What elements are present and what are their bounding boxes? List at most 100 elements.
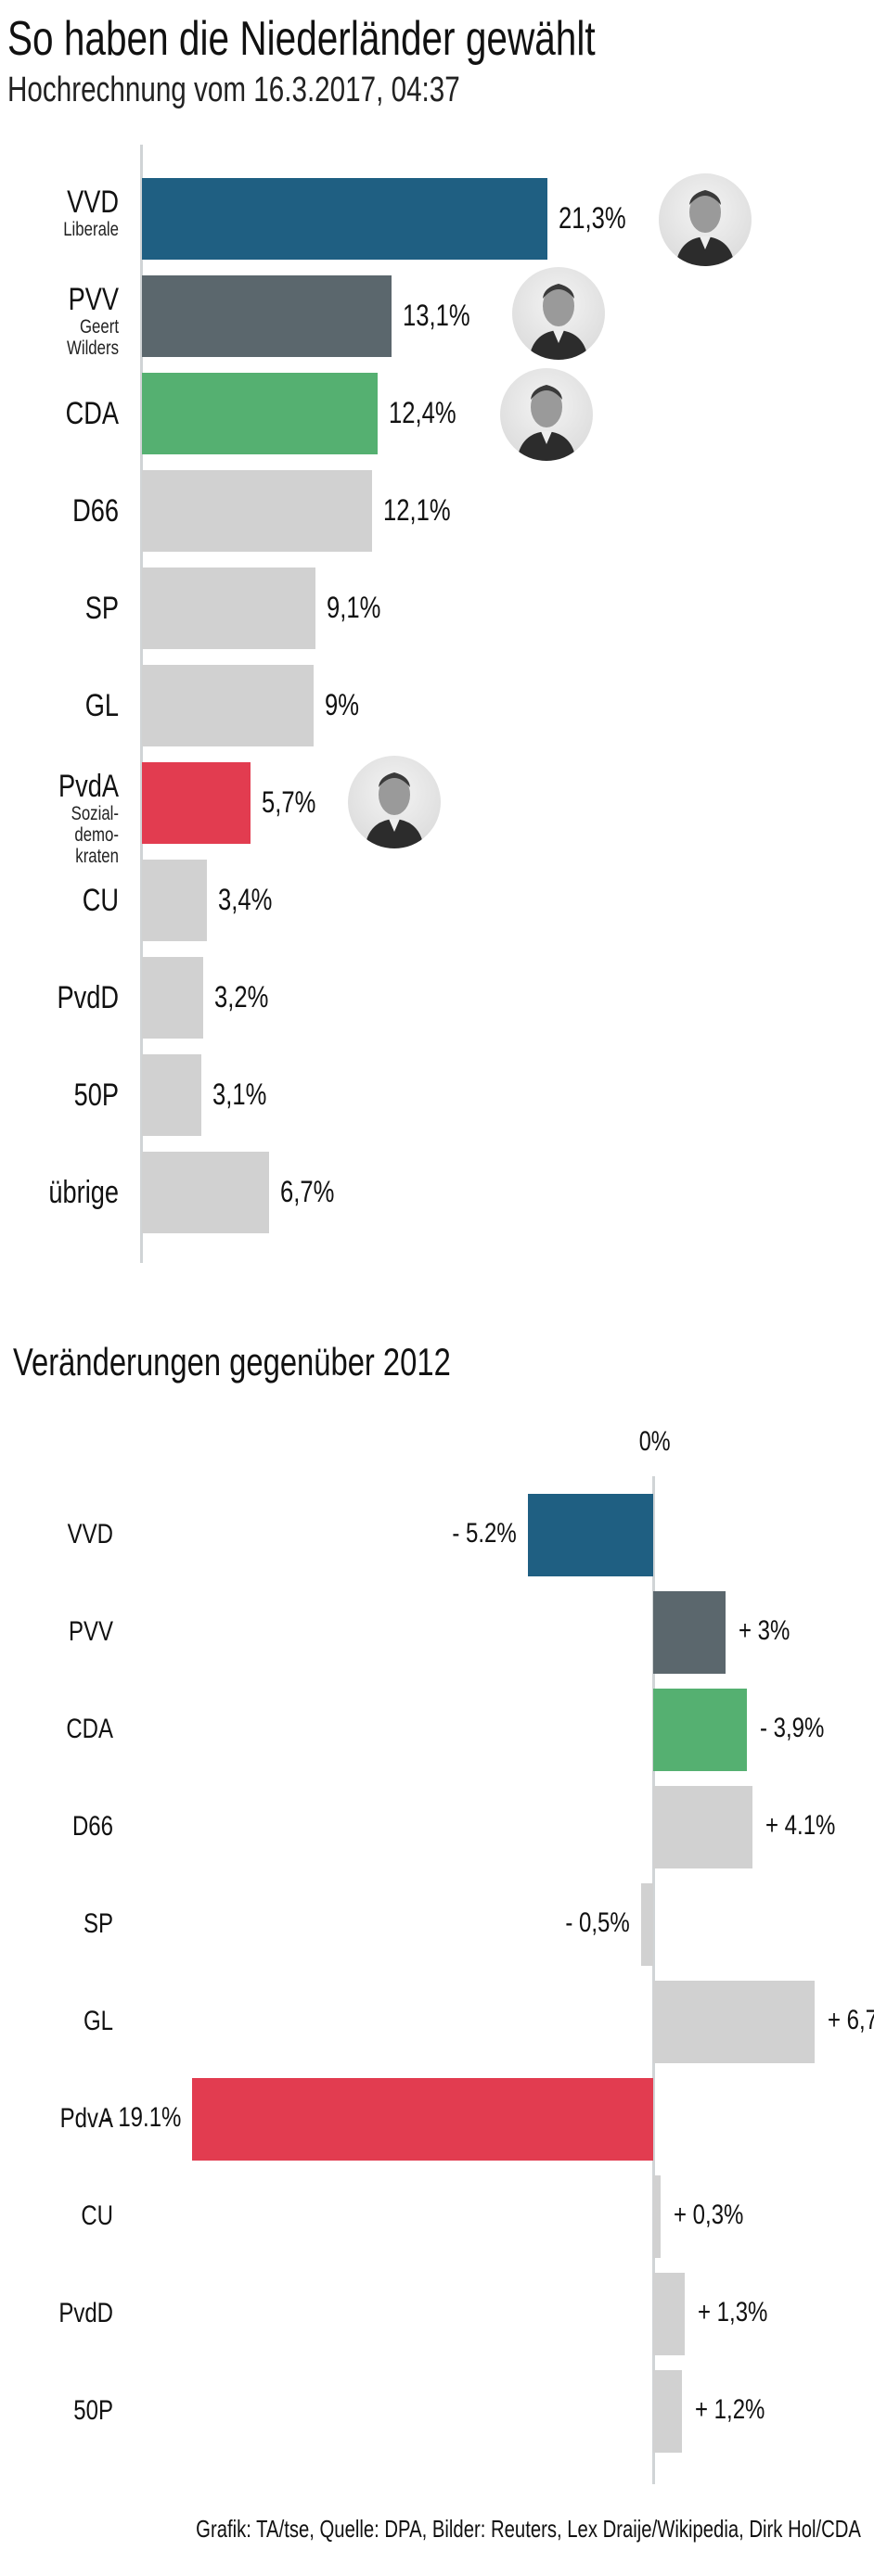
party-name: SP — [83, 1908, 113, 1939]
party-sublabel: Wilders — [66, 338, 119, 359]
change-bar-pdva — [192, 2077, 653, 2161]
party-name: PvdD — [57, 980, 119, 1015]
party-name: D66 — [71, 1811, 113, 1842]
change-bar-cda — [653, 1688, 748, 1771]
party-label: PVV Geert Wilders — [0, 283, 119, 359]
party-name: CU — [82, 883, 119, 918]
party-name: PVV — [68, 1616, 113, 1647]
party-name: 50P — [73, 1078, 119, 1113]
change-bar-gl — [653, 1980, 816, 2063]
change-value-label: + 1,2% — [695, 2394, 765, 2425]
party-label: PvdA Sozial-demo-kraten — [0, 770, 119, 867]
change-value-label: - 5.2% — [452, 1518, 517, 1549]
portrait-pvv-image — [512, 267, 605, 360]
bar-übrige — [142, 1152, 270, 1233]
change-value-label: - 0,5% — [565, 1907, 630, 1938]
party-label: PVV — [0, 1615, 113, 1649]
party-label: PvdD — [0, 981, 119, 1014]
value-label: 9% — [324, 688, 359, 721]
party-label: GL — [0, 689, 119, 722]
party-label: CU — [0, 2200, 113, 2233]
footer-credits: Grafik: TA/tse, Quelle: DPA, Bilder: Reu… — [196, 2515, 861, 2543]
party-label: D66 — [0, 494, 119, 528]
change-value-label: + 1,3% — [697, 2297, 768, 2327]
party-label: CDA — [0, 1713, 113, 1746]
bar-d66 — [142, 470, 373, 552]
value-label: 12,4% — [389, 396, 456, 429]
bar-50p — [142, 1054, 201, 1136]
change-bar-d66 — [653, 1785, 752, 1868]
bar-pvda — [142, 762, 251, 844]
party-name: PvdA — [58, 769, 119, 804]
party-sublabel: Liberale — [63, 219, 119, 240]
value-label: 6,7% — [280, 1175, 335, 1208]
chart-title: So haben die Niederländer gewählt — [7, 12, 596, 66]
party-label: 50P — [0, 1078, 119, 1112]
bar-pvdd — [142, 957, 203, 1039]
party-name: VVD — [67, 185, 119, 220]
party-label: VVD — [0, 1518, 113, 1551]
bar-cda — [142, 373, 379, 454]
change-value-label: - 3,9% — [760, 1713, 825, 1743]
bar-cu — [142, 860, 207, 941]
bar-vvd — [142, 178, 547, 260]
change-value-label: + 0,3% — [673, 2200, 744, 2230]
change-bar-pvdd — [653, 2272, 685, 2355]
party-name: D66 — [72, 493, 119, 529]
party-label: SP — [0, 592, 119, 625]
change-value-label: + 6,7% — [828, 2005, 874, 2035]
party-name: PVV — [68, 282, 119, 317]
bar-pvv — [142, 275, 392, 357]
changes-title: Veränderungen gegenüber 2012 — [13, 1340, 451, 1384]
value-label: 3,4% — [217, 883, 273, 916]
party-label: übrige — [0, 1176, 119, 1209]
value-label: 13,1% — [402, 299, 470, 332]
party-name: CDA — [65, 396, 119, 431]
party-label: 50P — [0, 2394, 113, 2428]
value-label: 12,1% — [383, 493, 451, 527]
results-axis — [140, 145, 143, 1263]
party-label: VVD Liberale — [0, 185, 119, 240]
value-label: 21,3% — [558, 201, 626, 235]
change-value-label: - 19.1% — [104, 2102, 182, 2133]
change-bar-sp — [641, 1882, 653, 1966]
zero-label: 0% — [638, 1426, 671, 1457]
portrait-pvda-image — [348, 756, 441, 848]
change-bar-cu — [653, 2174, 661, 2258]
party-name: GL — [84, 688, 119, 723]
party-name: VVD — [67, 1519, 113, 1549]
value-label: 3,1% — [212, 1078, 266, 1111]
portrait-cda-image — [500, 368, 593, 461]
party-sublabel: demo- — [74, 824, 119, 846]
party-name: übrige — [48, 1175, 119, 1210]
party-name: 50P — [73, 2395, 113, 2426]
change-value-label: + 4.1% — [765, 1810, 835, 1841]
party-name: CDA — [66, 1714, 113, 1744]
party-name: SP — [84, 591, 119, 626]
change-bar-50p — [653, 2369, 683, 2453]
party-name: PvdD — [58, 2298, 113, 2328]
party-sublabel: kraten — [75, 846, 119, 867]
change-bar-pvv — [653, 1590, 726, 1674]
party-name: GL — [83, 2006, 113, 2036]
change-value-label: + 3% — [739, 1615, 790, 1646]
party-name: PdvA — [59, 2103, 113, 2134]
party-label: PvdD — [0, 2297, 113, 2330]
party-label: CDA — [0, 397, 119, 430]
party-label: GL — [0, 2005, 113, 2038]
chart-subtitle: Hochrechnung vom 16.3.2017, 04:37 — [7, 70, 460, 109]
bar-sp — [142, 567, 315, 649]
party-sublabel: Geert — [79, 316, 119, 338]
party-label: D66 — [0, 1810, 113, 1843]
change-bar-vvd — [527, 1493, 653, 1576]
party-sublabel: Sozial- — [71, 803, 119, 824]
party-name: CU — [81, 2200, 113, 2231]
party-label: CU — [0, 884, 119, 917]
value-label: 9,1% — [326, 591, 380, 624]
value-label: 3,2% — [213, 980, 268, 1014]
party-label: SP — [0, 1907, 113, 1941]
portrait-vvd-image — [659, 173, 752, 266]
party-label: PdvA — [0, 2102, 113, 2136]
value-label: 5,7% — [261, 785, 316, 819]
bar-gl — [142, 665, 314, 746]
